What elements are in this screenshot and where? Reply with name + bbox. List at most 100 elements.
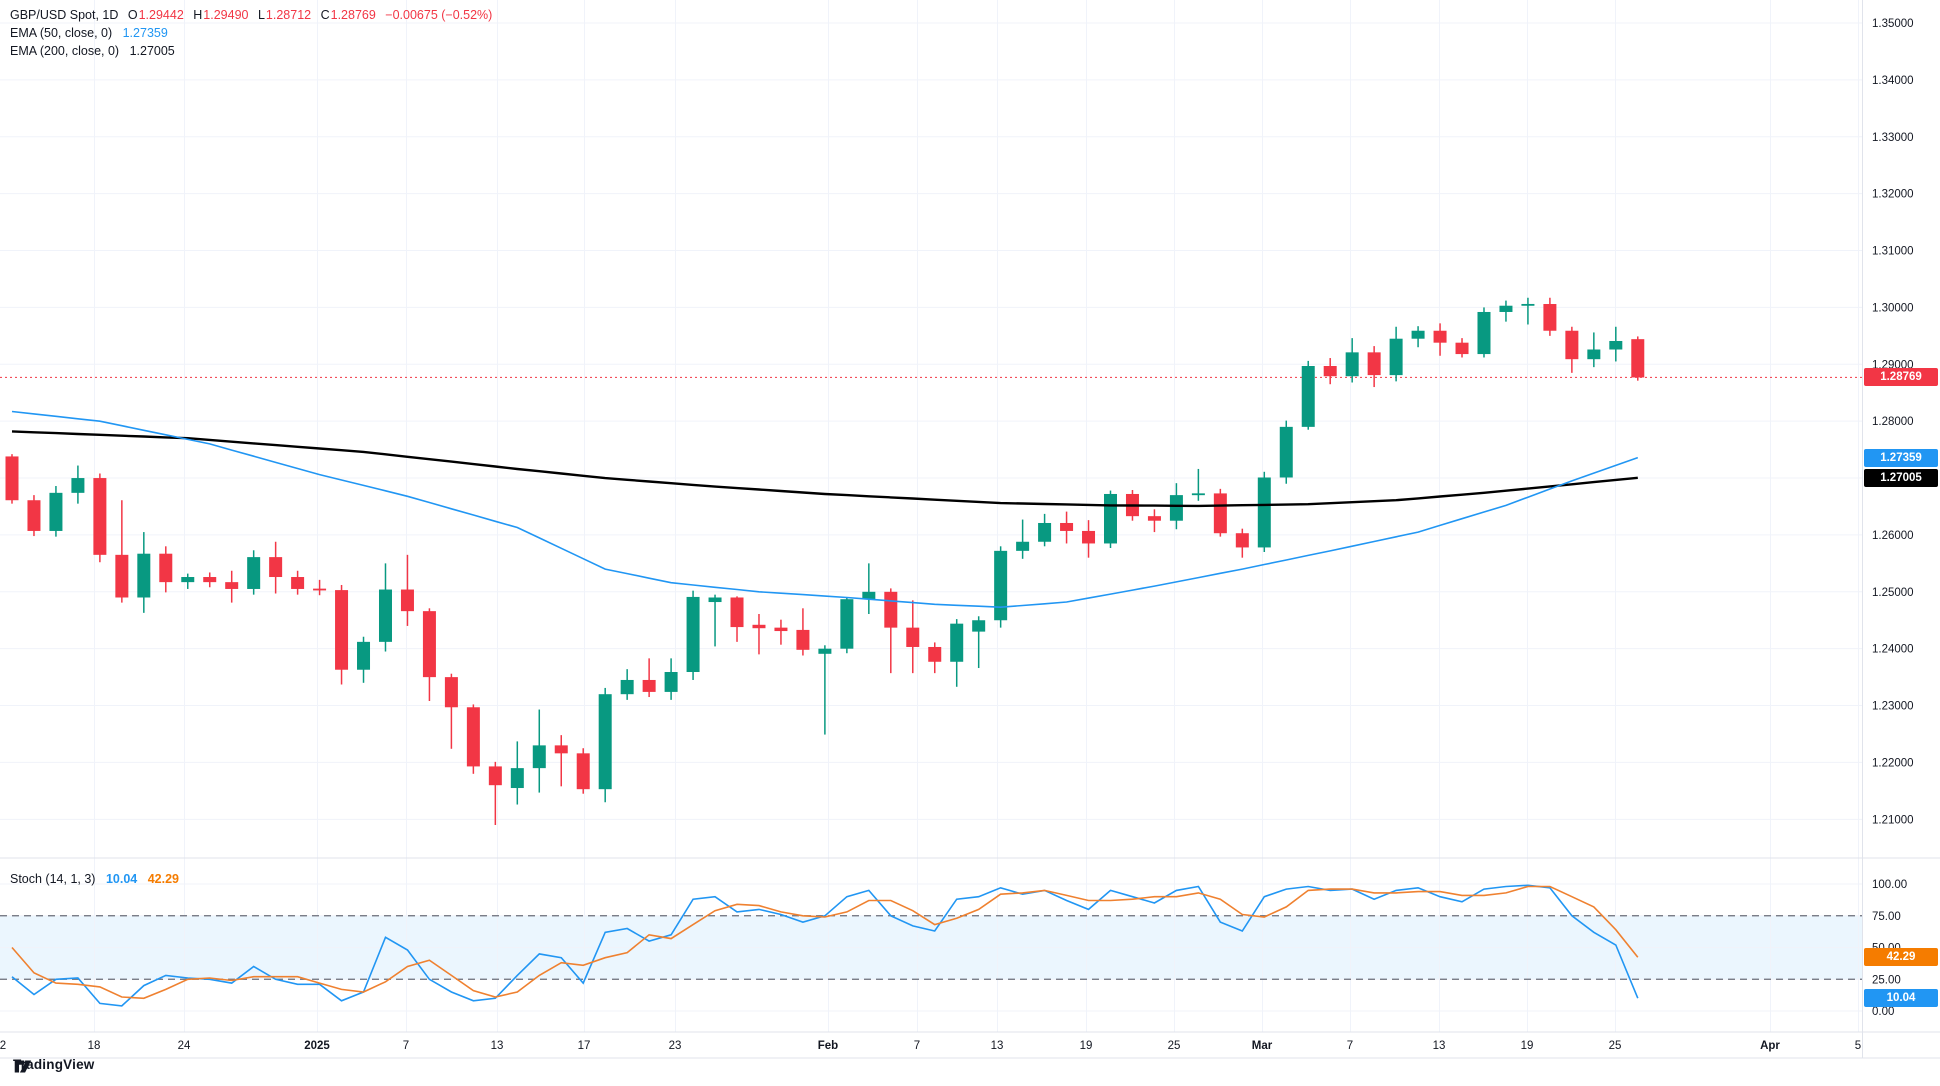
candle[interactable]	[1543, 297, 1557, 336]
candle[interactable]	[1016, 519, 1030, 559]
price-tick-label: 1.34000	[1872, 75, 1914, 87]
close-value: 1.28769	[330, 8, 376, 22]
candle[interactable]	[422, 608, 436, 702]
candle[interactable]	[1213, 488, 1227, 537]
candle[interactable]	[708, 594, 722, 647]
candle[interactable]	[1191, 468, 1205, 501]
candle[interactable]	[1367, 346, 1381, 388]
candle[interactable]	[664, 658, 678, 700]
candle[interactable]	[928, 642, 942, 674]
stoch-k-badge: 10.04	[1864, 989, 1938, 1008]
candle[interactable]	[1499, 300, 1513, 322]
time-tick-label: 5	[1855, 1040, 1861, 1052]
ema200-value: 1.27005	[129, 44, 175, 58]
candle[interactable]	[159, 546, 173, 593]
candle[interactable]	[862, 563, 876, 614]
candle[interactable]	[642, 658, 656, 698]
candle[interactable]	[906, 600, 920, 674]
candle[interactable]	[598, 687, 612, 803]
time-tick-label: 17	[578, 1040, 591, 1052]
candle[interactable]	[203, 572, 217, 588]
candle[interactable]	[994, 546, 1008, 628]
candle[interactable]	[554, 735, 568, 787]
candle[interactable]	[115, 500, 129, 603]
stoch-d-badge: 42.29	[1864, 948, 1938, 967]
candle[interactable]	[1565, 326, 1579, 373]
candle[interactable]	[1279, 420, 1293, 484]
ema50-label: EMA (50, close, 0)	[10, 26, 113, 40]
candle[interactable]	[1257, 471, 1271, 552]
candle[interactable]	[1587, 332, 1601, 368]
ema50-legend-row[interactable]: EMA (50, close, 0) 1.27359	[10, 24, 492, 42]
candle[interactable]	[93, 473, 107, 563]
candle[interactable]	[950, 619, 964, 687]
candle[interactable]	[5, 454, 19, 504]
candle[interactable]	[1521, 297, 1535, 325]
candle[interactable]	[335, 584, 349, 685]
candles-layer[interactable]	[5, 297, 1645, 826]
stoch-legend-row[interactable]: Stoch (14, 1, 3) 10.04 42.29	[10, 872, 179, 886]
candle[interactable]	[1301, 360, 1315, 430]
candle[interactable]	[686, 590, 700, 680]
candle[interactable]	[466, 704, 480, 774]
candle[interactable]	[1060, 511, 1074, 544]
grid-layer	[0, 0, 1862, 1032]
ema50-value: 1.27359	[122, 26, 168, 40]
candle[interactable]	[752, 613, 766, 655]
candle[interactable]	[1038, 513, 1052, 547]
candle[interactable]	[1345, 338, 1359, 383]
candle[interactable]	[488, 761, 502, 826]
candle[interactable]	[27, 495, 41, 537]
candle[interactable]	[291, 570, 305, 595]
candle[interactable]	[1235, 528, 1249, 558]
time-tick-label: 25	[1168, 1040, 1181, 1052]
time-tick-label: Feb	[818, 1040, 838, 1052]
candle[interactable]	[1147, 509, 1161, 533]
candle[interactable]	[247, 550, 261, 595]
ema200-legend-row[interactable]: EMA (200, close, 0) 1.27005	[10, 42, 492, 60]
candle[interactable]	[444, 673, 458, 749]
candle[interactable]	[840, 597, 854, 654]
candle[interactable]	[1477, 307, 1491, 358]
candle[interactable]	[1455, 338, 1469, 358]
candle[interactable]	[796, 608, 810, 656]
candle[interactable]	[378, 563, 392, 652]
candle[interactable]	[269, 541, 283, 594]
price-tick-label: 1.35000	[1872, 18, 1914, 30]
time-tick-label: 7	[1347, 1040, 1353, 1052]
candle[interactable]	[774, 619, 788, 645]
candle[interactable]	[313, 579, 327, 596]
time-tick-label: 19	[1080, 1040, 1093, 1052]
candle[interactable]	[1104, 490, 1117, 549]
price-axis[interactable]: 1.35000 1.34000 1.33000 1.32000 1.31000 1.300…	[1872, 18, 1914, 1018]
candle[interactable]	[181, 573, 195, 589]
time-axis[interactable]: 2 18 24 2025 7 13 17 23 Feb 7 13 19 25 Mar 7 13 19 25 Apr 5	[0, 1040, 1861, 1052]
candle[interactable]	[1411, 326, 1425, 348]
candle[interactable]	[576, 748, 590, 794]
candle[interactable]	[71, 465, 85, 504]
candle[interactable]	[1609, 326, 1623, 362]
close-label: C	[320, 8, 330, 22]
candle[interactable]	[620, 669, 634, 700]
candle[interactable]	[137, 532, 151, 613]
candle[interactable]	[730, 596, 744, 642]
candle[interactable]	[225, 570, 239, 603]
candle[interactable]	[357, 636, 371, 683]
symbol-legend: GBP/USD Spot, 1D O1.29442 H1.29490 L1.28…	[10, 6, 492, 60]
candle[interactable]	[1433, 323, 1447, 356]
candle[interactable]	[532, 709, 546, 793]
price-tick-label: 1.21000	[1872, 814, 1914, 826]
candle[interactable]	[1323, 358, 1337, 385]
candle[interactable]	[49, 486, 63, 537]
candle[interactable]	[400, 554, 414, 626]
candle[interactable]	[510, 741, 524, 805]
candle[interactable]	[972, 616, 986, 669]
candle[interactable]	[1631, 336, 1645, 381]
candle[interactable]	[1389, 326, 1403, 382]
symbol-legend-row[interactable]: GBP/USD Spot, 1D O1.29442 H1.29490 L1.28…	[10, 6, 492, 24]
tradingview-watermark[interactable]: TradingView	[13, 1057, 94, 1073]
candle[interactable]	[818, 645, 832, 735]
candle[interactable]	[1082, 520, 1096, 558]
price-tick-label: 1.22000	[1872, 757, 1914, 769]
